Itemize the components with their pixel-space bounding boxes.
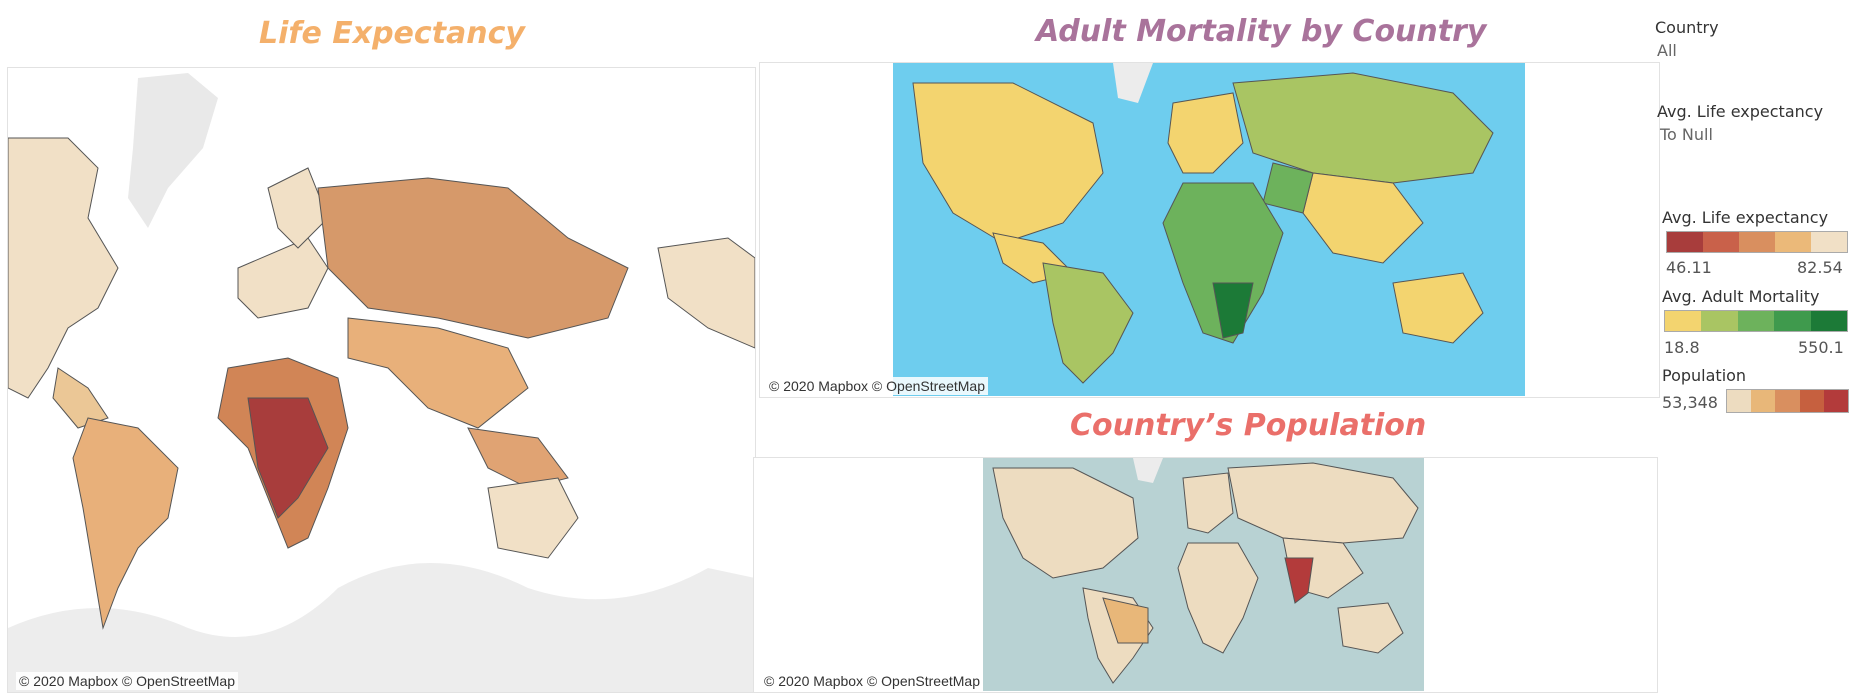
mortality-legend-swatches — [1664, 310, 1848, 332]
life-legend-swatch — [1811, 232, 1847, 252]
life-expectancy-filter[interactable]: Avg. Life expectancy To Null — [1657, 102, 1823, 144]
country-filter-value[interactable]: All — [1657, 41, 1677, 60]
life-legend-swatch — [1739, 232, 1775, 252]
country-filter-label: Country — [1655, 18, 1719, 37]
population-legend-title: Population — [1662, 366, 1747, 385]
map-attribution: © 2020 Mapbox © OpenStreetMap — [761, 672, 983, 690]
population-legend-min: 53,348 — [1662, 393, 1718, 412]
life-legend-swatch — [1667, 232, 1703, 252]
mortality-legend-swatch — [1701, 311, 1738, 331]
life-legend-swatch — [1775, 232, 1811, 252]
life-expectancy-filter-label: Avg. Life expectancy — [1657, 102, 1824, 121]
population-legend-swatch — [1799, 390, 1824, 412]
country-filter[interactable]: Country All — [1655, 18, 1719, 60]
mortality-legend-swatch — [1810, 311, 1848, 331]
mortality-legend-swatch — [1665, 311, 1702, 331]
population-title: Country’s Population — [1070, 408, 1427, 443]
mortality-legend-swatch — [1737, 311, 1775, 331]
map-attribution: © 2020 Mapbox © OpenStreetMap — [16, 672, 238, 690]
population-legend-swatch — [1775, 390, 1800, 412]
map-attribution: © 2020 Mapbox © OpenStreetMap — [766, 377, 988, 395]
life-legend-swatches — [1666, 231, 1848, 253]
adult-mortality-map-panel[interactable]: © 2020 Mapbox © OpenStreetMap — [759, 62, 1660, 398]
population-map[interactable] — [983, 458, 1424, 691]
life-legend-title: Avg. Life expectancy — [1662, 208, 1829, 227]
population-legend-swatch — [1823, 390, 1849, 412]
population-map-panel[interactable]: © 2020 Mapbox © OpenStreetMap — [753, 457, 1658, 693]
population-legend-swatch — [1751, 390, 1776, 412]
mortality-legend-title: Avg. Adult Mortality — [1662, 287, 1820, 306]
life-legend-max: 82.54 — [1797, 258, 1843, 277]
life-legend-swatch — [1703, 232, 1739, 252]
mortality-legend-min: 18.8 — [1664, 338, 1700, 357]
mortality-legend-swatch — [1774, 311, 1811, 331]
life-expectancy-map-panel[interactable]: © 2020 Mapbox © OpenStreetMap — [7, 67, 756, 693]
mortality-legend-max: 550.1 — [1798, 338, 1844, 357]
population-legend-swatches — [1726, 389, 1849, 413]
life-legend-min: 46.11 — [1666, 258, 1712, 277]
adult-mortality-map[interactable] — [893, 63, 1525, 396]
life-expectancy-title: Life Expectancy — [259, 16, 525, 51]
life-expectancy-map[interactable] — [8, 68, 755, 692]
population-legend-swatch — [1727, 390, 1752, 412]
life-expectancy-filter-value[interactable]: To Null — [1660, 125, 1713, 144]
adult-mortality-title: Adult Mortality by Country — [1036, 14, 1487, 49]
